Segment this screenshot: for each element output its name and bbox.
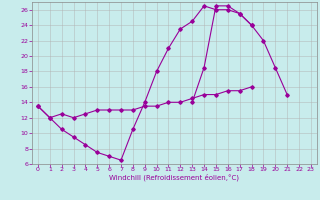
- X-axis label: Windchill (Refroidissement éolien,°C): Windchill (Refroidissement éolien,°C): [109, 174, 239, 181]
